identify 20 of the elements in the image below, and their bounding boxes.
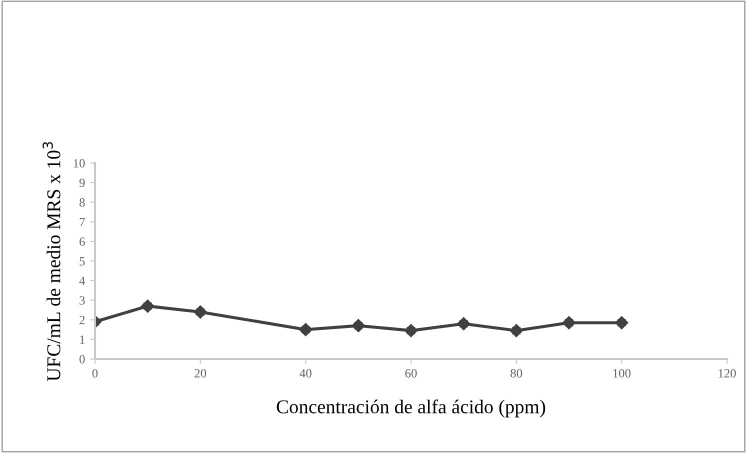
y-tick-label: 8 [80, 198, 85, 207]
x-tick-label: 80 [510, 369, 522, 378]
y-tick-label: 10 [74, 159, 85, 168]
y-tick-label: 0 [80, 355, 85, 364]
x-tick-label: 120 [718, 369, 736, 378]
y-tick-label: 3 [80, 296, 85, 305]
y-axis-title: UFC/mL de medio MRS x 10$^{3}$ [42, 142, 60, 382]
y-tick-label: 4 [79, 276, 86, 285]
x-tick-label: 0 [92, 369, 98, 378]
y-tick-label: 2 [80, 316, 85, 324]
x-tick-label: 100 [613, 369, 631, 378]
y-tick-label: 7 [80, 218, 85, 226]
y-tick-label: 9 [79, 178, 85, 188]
y-tick-label: 5 [80, 257, 85, 266]
x-tick-label: 60 [405, 369, 417, 378]
y-tick-label: 1 [80, 335, 85, 344]
y-tick-label: 6 [80, 237, 85, 246]
x-tick-label: 20 [194, 369, 206, 378]
x-axis-title: Concentración de alfa ácido (ppm) [276, 400, 546, 418]
x-tick-label: 40 [300, 369, 312, 378]
